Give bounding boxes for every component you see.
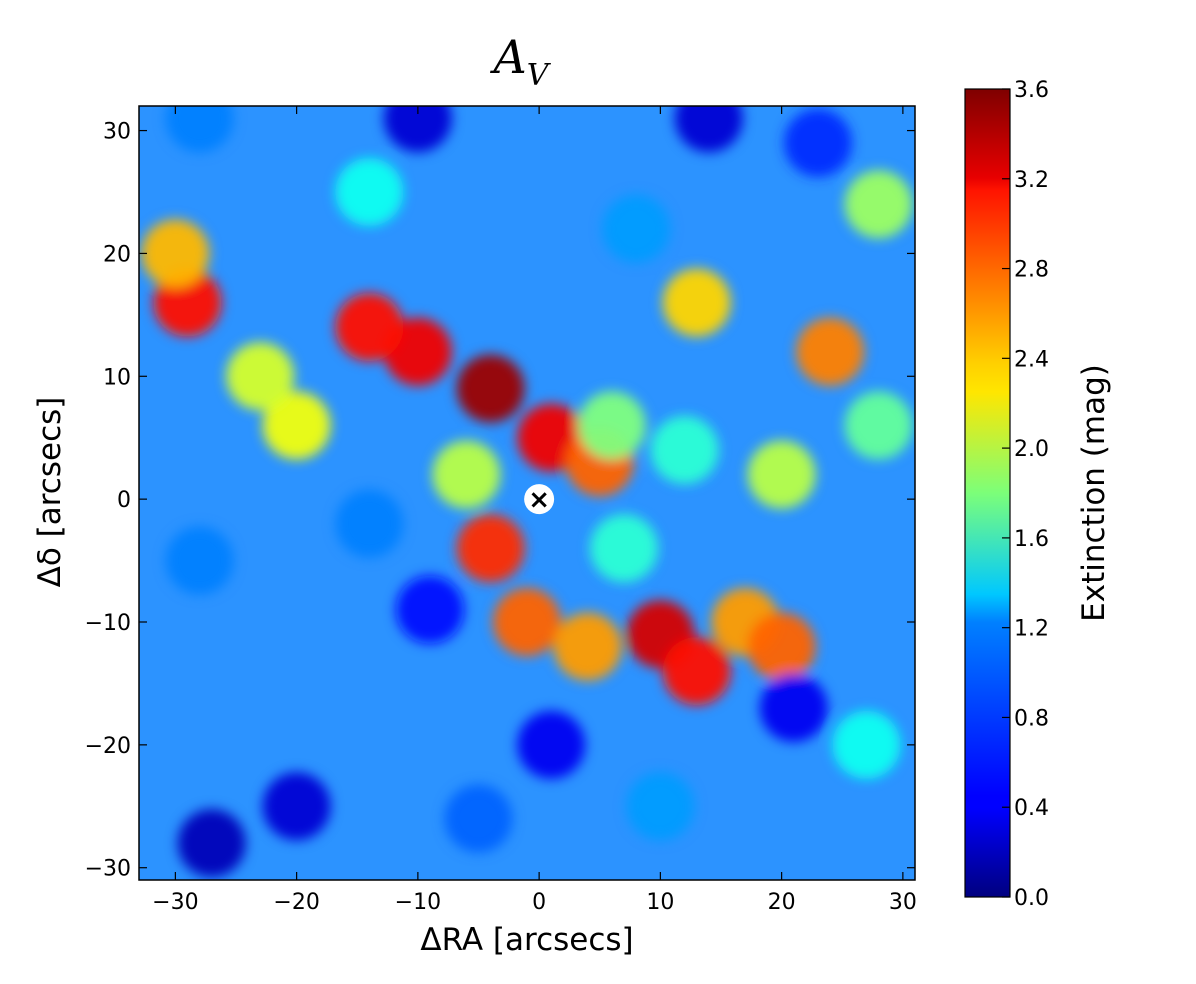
y-tick-label: −20 <box>85 734 131 759</box>
heatmap-region <box>226 342 295 411</box>
colorbar-tick-label: 2.0 <box>1014 437 1049 462</box>
heatmap-region <box>262 391 331 460</box>
chart-title-subscript: V <box>527 58 552 93</box>
heatmap-region <box>674 106 743 153</box>
heatmap-region <box>553 612 622 681</box>
heatmap-region <box>844 170 913 239</box>
heatmap-region <box>335 293 404 362</box>
heatmap-region <box>747 440 816 509</box>
heatmap-region <box>141 219 210 288</box>
heatmap-region <box>844 391 913 460</box>
heatmap-region <box>383 106 452 153</box>
y-axis-label: Δδ [arcsecs] <box>32 397 68 588</box>
x-axis-label: ΔRA [arcsecs] <box>420 922 633 958</box>
colorbar-tick-label: 1.6 <box>1014 527 1049 552</box>
heatmap-region <box>602 194 671 263</box>
plot-frame <box>138 105 916 881</box>
y-tick-label: 20 <box>103 242 131 267</box>
heatmap-region <box>456 354 525 423</box>
heatmap-region <box>444 784 513 853</box>
heatmap-region <box>335 158 404 226</box>
colorbar-tick-label: 0.4 <box>1014 796 1049 821</box>
heatmap-region <box>165 526 234 595</box>
y-axis: 30 20 10 0 −10 −20 −30 <box>85 120 915 882</box>
colorbar-tick-label: 2.4 <box>1014 347 1049 372</box>
colorbar-tick-label: 0.0 <box>1014 886 1049 911</box>
colorbar <box>964 88 1011 898</box>
x-tick-label: 20 <box>768 890 796 915</box>
x-tick-label: −30 <box>152 890 198 915</box>
center-marker: × <box>524 484 555 515</box>
x-tick-label: −20 <box>273 890 319 915</box>
heatmap-region <box>650 416 719 484</box>
heatmap-region <box>493 588 561 656</box>
heatmap-region <box>456 514 525 583</box>
colorbar-tick-label: 2.8 <box>1014 258 1049 283</box>
heatmap-region <box>662 637 731 706</box>
marker-halo <box>524 484 555 515</box>
heatmap-area: × <box>139 106 915 880</box>
heatmap-cells <box>141 106 913 878</box>
heatmap-region <box>396 575 464 644</box>
heatmap-region <box>177 809 246 878</box>
y-tick-label: −30 <box>85 857 131 882</box>
heatmap-region <box>747 612 816 681</box>
colorbar-tick-label: 0.8 <box>1014 706 1049 731</box>
chart-title: AV <box>490 30 552 93</box>
heatmap-region <box>432 440 501 509</box>
heatmap-region <box>626 772 695 841</box>
heatmap-region <box>832 710 901 779</box>
heatmap-region <box>590 514 658 583</box>
y-tick-label: 10 <box>103 365 131 390</box>
y-tick-label: −10 <box>85 611 131 636</box>
heatmap-region <box>335 489 404 558</box>
x-tick-label: −10 <box>395 890 441 915</box>
heatmap-region <box>662 268 731 337</box>
marker-symbol: × <box>528 485 550 515</box>
y-tick-label: 0 <box>117 488 131 513</box>
x-axis: −30 −20 −10 0 10 20 30 <box>152 106 917 915</box>
heatmap-region <box>517 710 586 779</box>
colorbar-tick-label: 3.2 <box>1014 168 1049 193</box>
x-tick-label: 0 <box>532 890 546 915</box>
colorbar-label: Extinction (mag) <box>1076 364 1112 622</box>
heatmap-region <box>759 674 828 742</box>
colorbar-tick-label: 3.6 <box>1014 78 1049 103</box>
colorbar-tick-label: 1.2 <box>1014 617 1049 642</box>
x-tick-label: 10 <box>646 890 674 915</box>
heatmap-region <box>784 108 852 177</box>
heatmap-region <box>796 317 865 386</box>
y-tick-label: 30 <box>103 120 131 145</box>
heatmap-region <box>577 391 646 460</box>
heatmap-region <box>165 106 234 153</box>
colorbar-axis: 0.0 0.4 0.8 1.2 1.6 2.0 2.4 2.8 3.2 3.6 <box>1002 78 1049 911</box>
heatmap-region <box>262 772 331 841</box>
x-tick-label: 30 <box>889 890 917 915</box>
